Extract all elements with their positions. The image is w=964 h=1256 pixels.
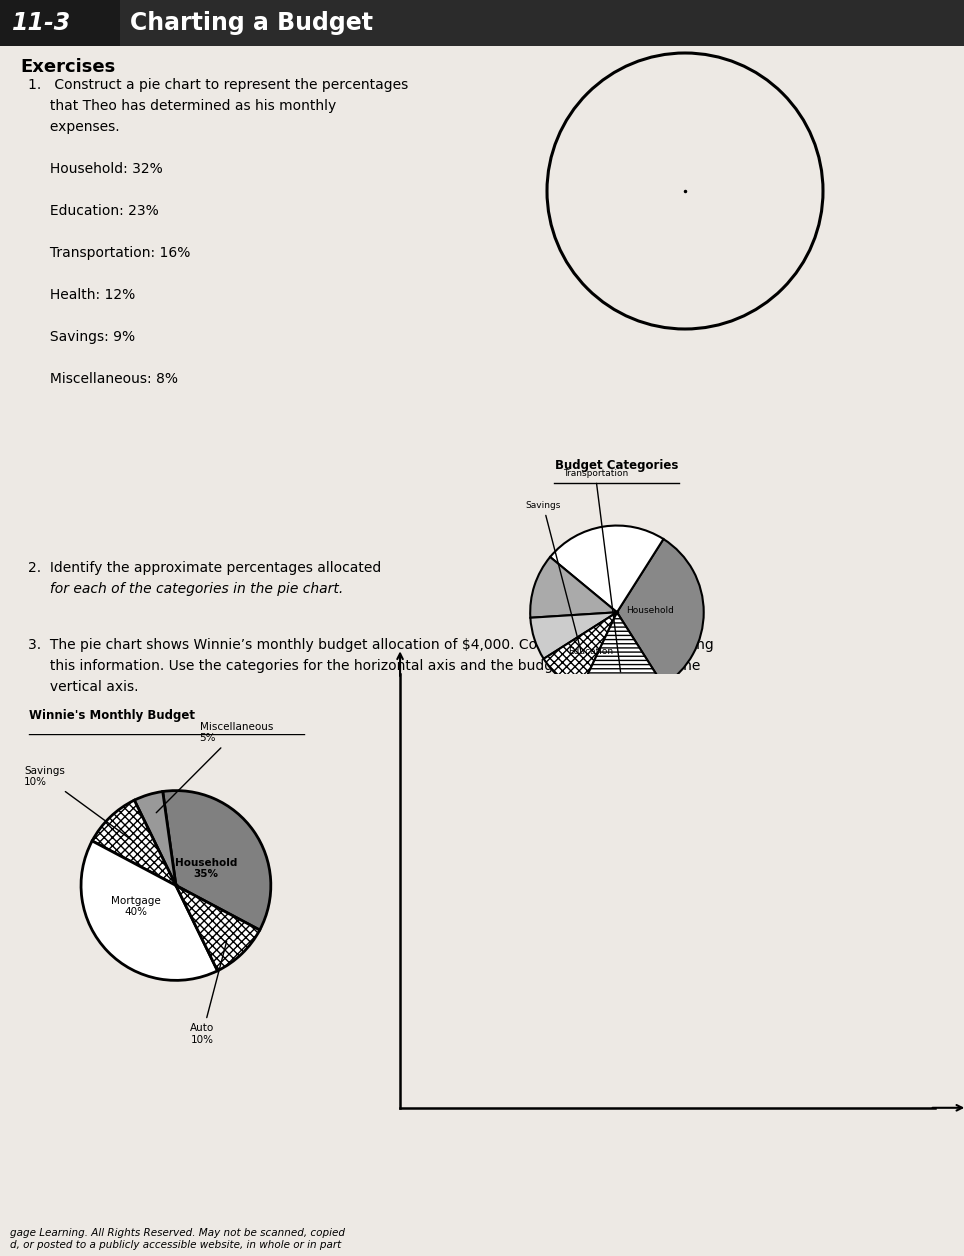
- Wedge shape: [93, 800, 175, 885]
- Text: Education: Education: [569, 647, 613, 656]
- Text: Auto
10%: Auto 10%: [190, 942, 227, 1045]
- Text: Household: 32%: Household: 32%: [28, 162, 163, 176]
- Text: Household
35%: Household 35%: [175, 858, 237, 879]
- Text: Winnie's Monthly Budget: Winnie's Monthly Budget: [29, 710, 195, 722]
- Wedge shape: [530, 556, 617, 618]
- Wedge shape: [530, 612, 617, 659]
- Text: vertical axis.: vertical axis.: [28, 679, 139, 695]
- Text: Health: 12%: Health: 12%: [28, 288, 135, 301]
- Text: Budget Categories: Budget Categories: [555, 458, 679, 472]
- Text: Exercises: Exercises: [20, 58, 116, 77]
- Wedge shape: [81, 842, 218, 981]
- Text: Mortgage
40%: Mortgage 40%: [111, 896, 161, 917]
- Text: Savings
10%: Savings 10%: [24, 766, 131, 839]
- Text: Miscellaneous
5%: Miscellaneous 5%: [156, 721, 273, 813]
- Text: d, or posted to a publicly accessible website, in whole or in part: d, or posted to a publicly accessible we…: [10, 1240, 341, 1250]
- Text: Transportation: 16%: Transportation: 16%: [28, 246, 190, 260]
- Wedge shape: [175, 885, 259, 971]
- FancyBboxPatch shape: [0, 0, 964, 46]
- Text: 2.  Identify the approximate percentages allocated: 2. Identify the approximate percentages …: [28, 561, 381, 575]
- Text: Household: Household: [626, 607, 674, 615]
- Wedge shape: [550, 525, 663, 612]
- Text: Savings: Savings: [525, 501, 580, 649]
- Text: this information. Use the categories for the horizontal axis and the budgeted am: this information. Use the categories for…: [28, 659, 701, 673]
- Text: for each of the categories in the pie chart.: for each of the categories in the pie ch…: [28, 582, 343, 597]
- Text: 1.   Construct a pie chart to represent the percentages: 1. Construct a pie chart to represent th…: [28, 78, 408, 92]
- Text: expenses.: expenses.: [28, 121, 120, 134]
- Wedge shape: [580, 612, 663, 700]
- Text: Education: 23%: Education: 23%: [28, 203, 159, 219]
- Wedge shape: [544, 612, 617, 691]
- Text: that Theo has determined as his monthly: that Theo has determined as his monthly: [28, 99, 336, 113]
- Text: 11-3: 11-3: [12, 11, 71, 35]
- Text: Miscellaneous: 8%: Miscellaneous: 8%: [28, 372, 178, 386]
- Text: gage Learning. All Rights Reserved. May not be scanned, copied: gage Learning. All Rights Reserved. May …: [10, 1228, 345, 1238]
- Wedge shape: [134, 791, 175, 885]
- Wedge shape: [163, 790, 271, 929]
- Text: Charting a Budget: Charting a Budget: [130, 11, 373, 35]
- Wedge shape: [617, 539, 704, 686]
- Text: Transportation: Transportation: [563, 468, 628, 672]
- Text: 3.  The pie chart shows Winnie’s monthly budget allocation of $4,000. Construct : 3. The pie chart shows Winnie’s monthly …: [28, 638, 713, 652]
- Text: Savings: 9%: Savings: 9%: [28, 330, 135, 344]
- FancyBboxPatch shape: [0, 0, 120, 46]
